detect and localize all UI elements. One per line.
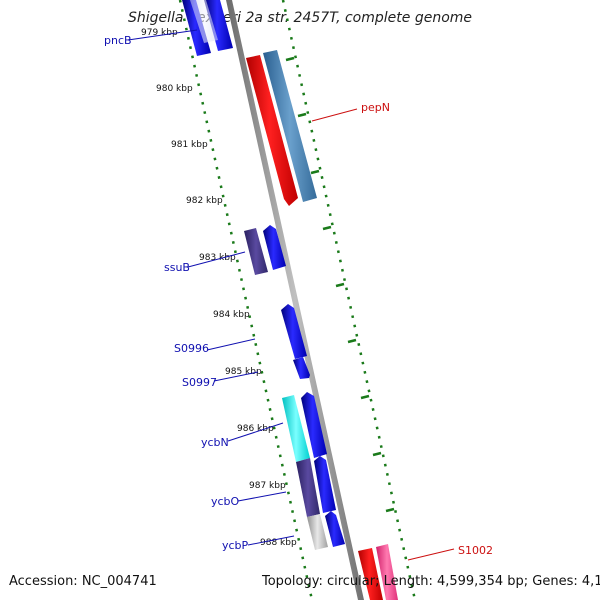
gene-label-S0996: S0996 (174, 342, 209, 355)
tick-label: 983 kbp (199, 253, 236, 263)
outer-major-ticks (285, 56, 395, 513)
tick-labels: 979 kbp 980 kbp 981 kbp 982 kbp 983 kbp … (141, 28, 297, 548)
gene-label-S0997: S0997 (182, 376, 217, 389)
outer-tick-track (281, 0, 417, 600)
gene-ycbO[interactable] (296, 456, 336, 517)
tick-label: 984 kbp (213, 310, 250, 320)
label-leaders (127, 29, 455, 561)
gene-ycbP[interactable] (307, 511, 345, 550)
tick-label: 979 kbp (141, 28, 178, 38)
gene-S1002[interactable] (358, 544, 398, 600)
map-title: Shigella flexneri 2a str. 2457T, complet… (128, 10, 472, 26)
gene-S0997[interactable] (293, 357, 310, 379)
gene-label-ycbP: ycbP (222, 539, 249, 552)
tick-label: 987 kbp (249, 481, 286, 491)
tick-label: 981 kbp (171, 140, 208, 150)
gene-pncB[interactable] (182, 0, 233, 56)
gene-label-ssuB: ssuB (164, 261, 190, 274)
gene-S0996[interactable] (281, 304, 307, 359)
topology-text: Topology: circular; Length: 4,599,354 bp… (262, 574, 600, 589)
gene-label-pncB: pncB (104, 34, 132, 47)
gene-label-S1002: S1002 (458, 544, 493, 557)
genome-backbone (226, 0, 364, 600)
tick-label: 985 kbp (225, 367, 262, 377)
tick-label: 988 kbp (260, 538, 297, 548)
gene-label-pepN: pepN (361, 101, 390, 114)
gene-pepN[interactable] (246, 50, 317, 206)
gene-label-ycbO: ycbO (211, 495, 240, 508)
tick-label: 982 kbp (186, 196, 223, 206)
accession-text: Accession: NC_004741 (9, 574, 157, 589)
gene-ycbN-partner[interactable] (301, 392, 327, 458)
tick-label: 980 kbp (156, 84, 193, 94)
gene-ssuB[interactable] (244, 225, 286, 275)
tick-label: 986 kbp (237, 424, 274, 434)
gene-label-ycbN: ycbN (201, 436, 229, 449)
gene-ycbN[interactable] (282, 395, 310, 462)
